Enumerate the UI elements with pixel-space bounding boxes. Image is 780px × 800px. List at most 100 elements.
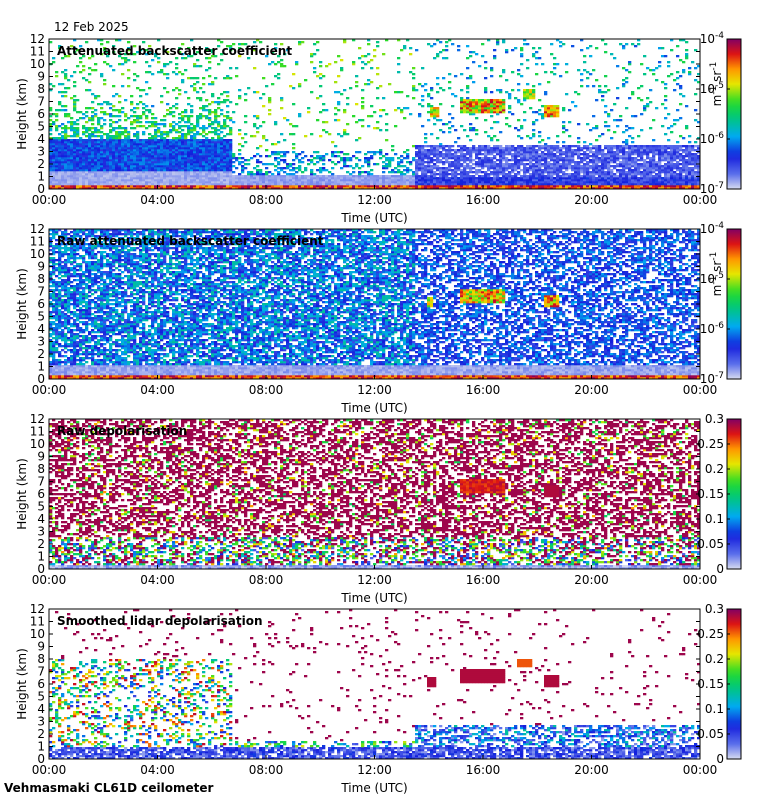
colorbar-tick-label: 0.1 — [705, 512, 724, 526]
y-tick-label: 1 — [37, 170, 45, 184]
y-tick-label: 1 — [37, 550, 45, 564]
x-tick-label: 12:00 — [357, 193, 392, 207]
y-axis-label: Height (km) — [15, 458, 29, 529]
y-tick-label: 5 — [37, 500, 45, 514]
y-tick-label: 10 — [30, 627, 45, 641]
y-tick-label: 7 — [37, 665, 45, 679]
x-tick-label: 16:00 — [466, 383, 501, 397]
figure: 012345678910111200:00 04:00 08:00 12:00 16:0… — [0, 0, 780, 800]
y-tick-label: 5 — [37, 120, 45, 134]
x-axis-label: Time (UTC) — [340, 401, 407, 415]
y-axis-label: Height (km) — [15, 268, 29, 339]
y-tick-label: 12 — [30, 222, 45, 236]
y-tick-label: 5 — [37, 310, 45, 324]
x-tick-label: 16:00 — [466, 573, 501, 587]
colorbar-tick-label: 0.3 — [705, 602, 724, 616]
x-tick-label: 04:00 — [140, 763, 175, 777]
colorbar-tick-label: 0.2 — [705, 652, 724, 666]
colorbar-tick-label: 0.15 — [697, 677, 724, 691]
colorbar-gradient — [727, 229, 741, 379]
y-tick-label: 9 — [37, 450, 45, 464]
x-tick-label: 16:00 — [466, 193, 501, 207]
y-tick-label: 11 — [30, 425, 45, 439]
colorbar-tick-label: 0.25 — [697, 437, 724, 451]
colorbar-tick-label: 0.1 — [705, 702, 724, 716]
y-tick-label: 8 — [37, 652, 45, 666]
x-tick-label: 08:00 — [249, 573, 284, 587]
x-tick-label: 08:00 — [249, 193, 284, 207]
chart-title: Raw attenuated backscatter coefficient — [57, 234, 324, 248]
x-tick-label: 20:00 — [574, 763, 609, 777]
colorbar-tick-label: 10-7 — [700, 371, 724, 386]
x-tick-label: 08:00 — [249, 763, 284, 777]
chart-title: Smoothed lidar depolarisation — [57, 614, 263, 628]
x-tick-label: 12:00 — [357, 763, 392, 777]
x-tick-label: 08:00 — [249, 383, 284, 397]
y-tick-label: 5 — [37, 690, 45, 704]
colorbar-unit: m-1 sr-1 — [709, 252, 724, 297]
y-tick-label: 10 — [30, 247, 45, 261]
colorbar-gradient — [727, 39, 741, 189]
y-tick-label: 9 — [37, 640, 45, 654]
y-tick-label: 1 — [37, 360, 45, 374]
x-tick-label: 00:00 — [683, 573, 718, 587]
y-tick-label: 10 — [30, 437, 45, 451]
x-tick-label: 04:00 — [140, 193, 175, 207]
y-tick-label: 3 — [37, 145, 45, 159]
y-tick-label: 2 — [37, 537, 45, 551]
y-tick-label: 8 — [37, 272, 45, 286]
colorbar-tick-label: 0.2 — [705, 462, 724, 476]
y-tick-label: 4 — [37, 322, 45, 336]
y-tick-label: 6 — [37, 297, 45, 311]
y-tick-label: 2 — [37, 347, 45, 361]
x-tick-label: 12:00 — [357, 573, 392, 587]
x-tick-label: 20:00 — [574, 573, 609, 587]
colorbar-tick-label: 10-7 — [700, 181, 724, 196]
y-tick-label: 9 — [37, 260, 45, 274]
colorbar-tick-label: 10-6 — [700, 131, 725, 146]
y-tick-label: 9 — [37, 70, 45, 84]
y-tick-label: 6 — [37, 107, 45, 121]
x-tick-label: 16:00 — [466, 763, 501, 777]
x-axis-label: Time (UTC) — [340, 591, 407, 605]
colorbar-tick-label: 10-6 — [700, 321, 725, 336]
colorbar-tick-label: 0.25 — [697, 627, 724, 641]
y-axis-label: Height (km) — [15, 648, 29, 719]
y-tick-label: 4 — [37, 132, 45, 146]
y-tick-label: 11 — [30, 45, 45, 59]
x-axis-label: Time (UTC) — [340, 211, 407, 225]
x-tick-label: 20:00 — [574, 193, 609, 207]
colorbar: 10-710-610-510-4m-1 sr-1 — [700, 221, 741, 386]
colorbar-tick-label: 10-4 — [700, 221, 725, 236]
y-tick-label: 2 — [37, 727, 45, 741]
y-tick-label: 12 — [30, 412, 45, 426]
x-axis-label: Time (UTC) — [340, 781, 407, 795]
x-tick-label: 20:00 — [574, 383, 609, 397]
x-tick-label: 04:00 — [140, 383, 175, 397]
y-tick-label: 10 — [30, 57, 45, 71]
y-tick-label: 12 — [30, 32, 45, 46]
y-tick-label: 7 — [37, 95, 45, 109]
x-tick-label: 00:00 — [32, 763, 67, 777]
colorbar-tick-label: 0.05 — [697, 537, 724, 551]
y-tick-label: 7 — [37, 475, 45, 489]
y-tick-label: 2 — [37, 157, 45, 171]
y-tick-label: 12 — [30, 602, 45, 616]
y-tick-label: 8 — [37, 462, 45, 476]
x-tick-label: 04:00 — [140, 573, 175, 587]
colorbar: 00.050.10.150.20.250.3 — [697, 412, 741, 576]
y-tick-label: 6 — [37, 677, 45, 691]
y-tick-label: 6 — [37, 487, 45, 501]
colorbar-tick-label: 0.05 — [697, 727, 724, 741]
colorbar: 00.050.10.150.20.250.3 — [697, 602, 741, 766]
y-tick-label: 3 — [37, 335, 45, 349]
y-tick-label: 11 — [30, 615, 45, 629]
x-tick-label: 00:00 — [32, 193, 67, 207]
y-axis-label: Height (km) — [15, 78, 29, 149]
y-tick-label: 4 — [37, 512, 45, 526]
colorbar-unit: m-1 sr-1 — [709, 62, 724, 107]
